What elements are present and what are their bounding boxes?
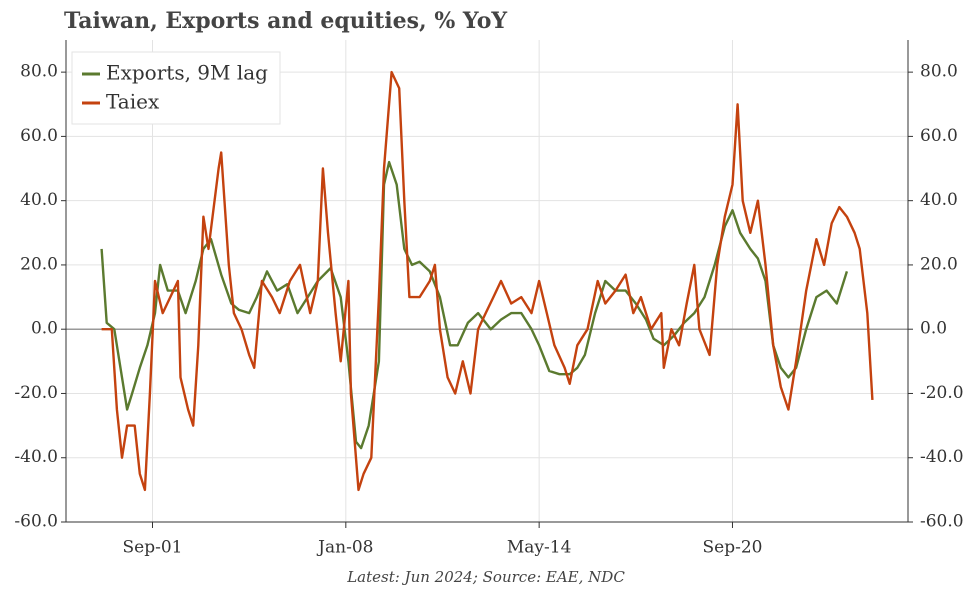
y2-tick-label: -60.0 (920, 512, 964, 532)
legend-label: Exports, 9M lag (106, 61, 268, 85)
series-line (100, 160, 849, 450)
y-tick-label: -60.0 (14, 512, 58, 532)
y2-tick-label: 40.0 (920, 190, 958, 210)
y-tick-label: 80.0 (20, 62, 58, 82)
chart-title: Taiwan, Exports and equities, % YoY (64, 8, 507, 34)
footnote: Latest: Jun 2024; Source: EAE, NDC (346, 568, 625, 586)
x-tick-label: Sep-20 (702, 538, 762, 558)
x-tick-label: Jan-08 (316, 538, 373, 558)
y2-tick-label: 20.0 (920, 254, 958, 274)
legend-label: Taiex (106, 90, 160, 114)
y-tick-label: 40.0 (20, 190, 58, 210)
legend-box (71, 51, 281, 125)
y-tick-label: 60.0 (20, 126, 58, 146)
x-tick-label: Sep-01 (123, 538, 183, 558)
y2-tick-label: -20.0 (920, 383, 964, 403)
y-tick-label: -40.0 (14, 447, 58, 467)
x-tick-label: May-14 (507, 538, 572, 558)
y2-tick-label: 60.0 (920, 126, 958, 146)
series-line (101, 70, 874, 492)
y2-tick-label: 0.0 (920, 319, 947, 339)
y-tick-label: 20.0 (20, 254, 58, 274)
y2-tick-label: -40.0 (920, 447, 964, 467)
y2-tick-label: 80.0 (920, 62, 958, 82)
y-tick-label: 0.0 (31, 319, 58, 339)
y-tick-label: -20.0 (14, 383, 58, 403)
